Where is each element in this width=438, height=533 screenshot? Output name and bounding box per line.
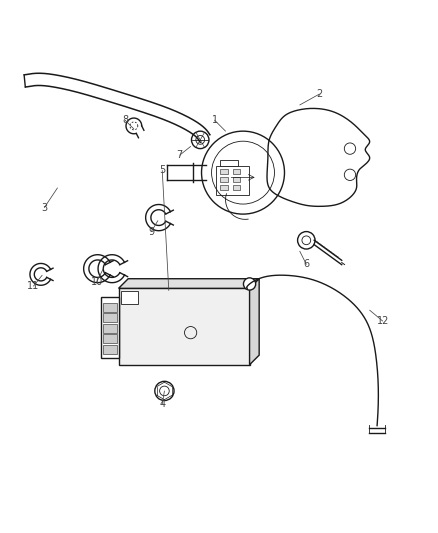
- FancyBboxPatch shape: [220, 169, 228, 174]
- Text: 5: 5: [159, 165, 166, 175]
- FancyBboxPatch shape: [101, 297, 120, 358]
- Text: 10: 10: [91, 277, 103, 287]
- Polygon shape: [250, 279, 259, 365]
- FancyBboxPatch shape: [220, 177, 228, 182]
- FancyBboxPatch shape: [103, 313, 117, 322]
- FancyBboxPatch shape: [220, 185, 228, 190]
- Text: 3: 3: [41, 203, 47, 213]
- Text: 11: 11: [27, 281, 39, 291]
- FancyBboxPatch shape: [103, 324, 117, 333]
- FancyBboxPatch shape: [121, 292, 138, 304]
- Circle shape: [201, 131, 285, 214]
- Circle shape: [191, 131, 209, 149]
- Text: 8: 8: [122, 115, 128, 125]
- FancyBboxPatch shape: [103, 303, 117, 312]
- FancyBboxPatch shape: [103, 334, 117, 343]
- Text: 7: 7: [177, 150, 183, 160]
- Text: 6: 6: [303, 260, 309, 269]
- Text: 2: 2: [316, 89, 322, 99]
- Circle shape: [155, 381, 174, 400]
- Circle shape: [297, 231, 315, 249]
- FancyBboxPatch shape: [233, 169, 240, 174]
- FancyBboxPatch shape: [103, 345, 117, 354]
- FancyBboxPatch shape: [216, 166, 249, 195]
- Text: 12: 12: [377, 316, 389, 326]
- FancyBboxPatch shape: [233, 185, 240, 190]
- FancyBboxPatch shape: [233, 177, 240, 182]
- FancyBboxPatch shape: [119, 288, 250, 365]
- Text: 1: 1: [212, 115, 218, 125]
- Polygon shape: [119, 279, 259, 288]
- Text: 4: 4: [159, 399, 165, 409]
- Text: 9: 9: [148, 227, 154, 237]
- FancyBboxPatch shape: [220, 160, 238, 166]
- Circle shape: [244, 278, 256, 290]
